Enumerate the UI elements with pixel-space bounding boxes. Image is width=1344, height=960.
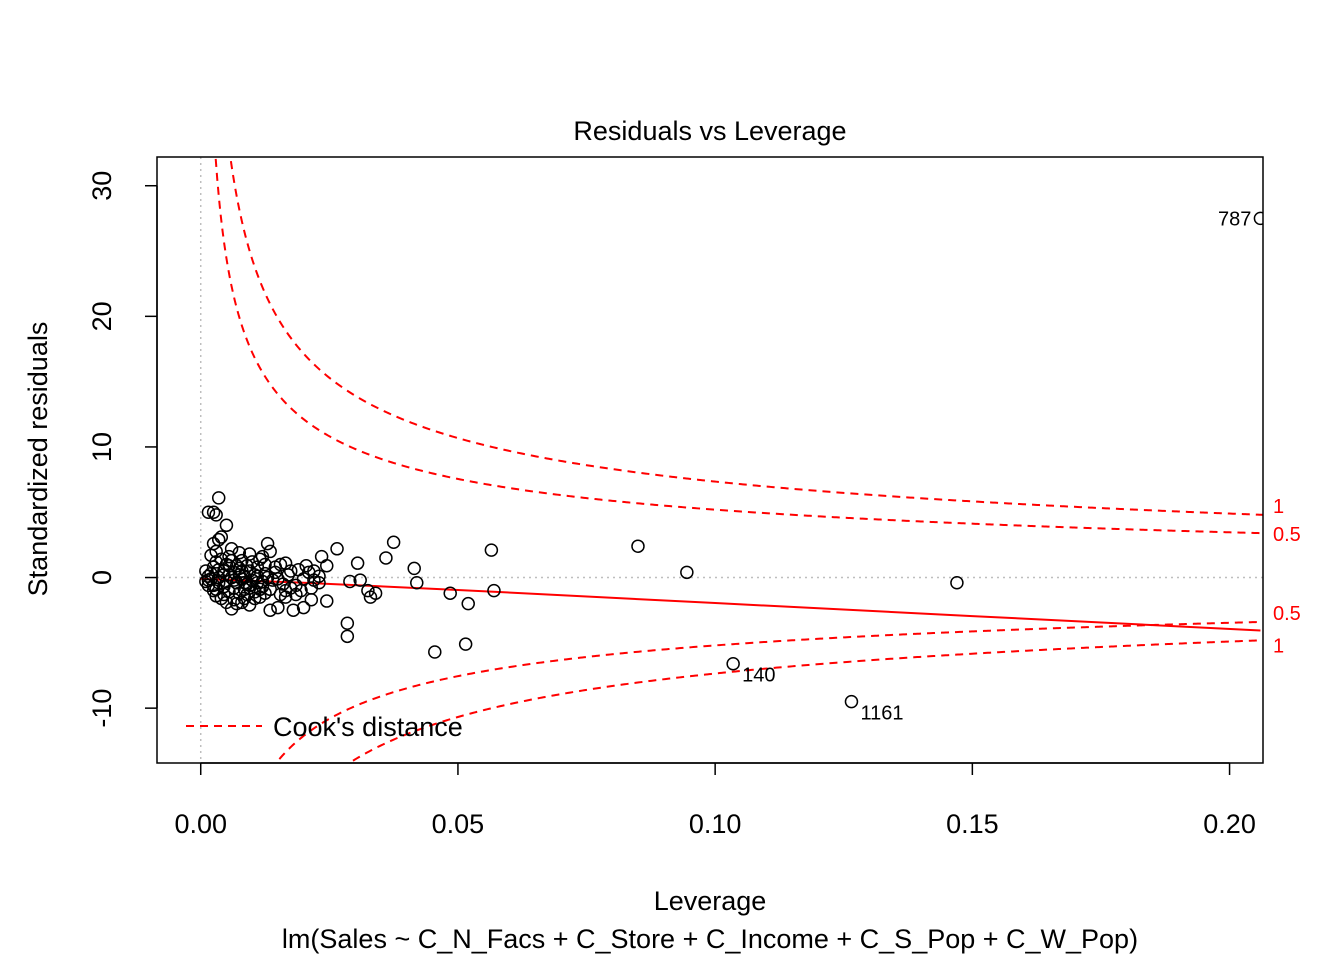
- legend-cooks-distance-label: Cook's distance: [273, 712, 463, 742]
- cooks-level-label-1-upper: 1: [1273, 496, 1284, 518]
- data-point: [458, 637, 473, 651]
- data-point: [201, 505, 216, 519]
- cooks-distance-contour-0-5-lower: [274, 620, 1263, 763]
- data-point: [294, 583, 308, 598]
- data-point: [428, 645, 442, 659]
- data-point: [680, 565, 694, 580]
- data-point: [314, 549, 329, 564]
- data-point: [343, 574, 357, 589]
- data-point: [320, 559, 334, 573]
- x-tick-label: 0.05: [432, 809, 485, 839]
- data-point: [211, 491, 226, 505]
- legend: Cook's distance: [186, 712, 463, 742]
- data-point: [340, 616, 355, 631]
- data-point: [204, 572, 218, 586]
- data-point: [304, 592, 319, 607]
- data-point: [484, 543, 499, 557]
- cooks-level-label-0-5-lower: 0.5: [1273, 603, 1301, 625]
- data-point: [258, 586, 272, 600]
- y-tick-label: 10: [87, 432, 117, 462]
- cooks-level-label-0-5-upper: 0.5: [1273, 524, 1301, 546]
- data-point: [410, 576, 424, 590]
- y-tick-label: 20: [87, 301, 117, 331]
- data-point: [271, 572, 285, 586]
- cooks-level-label-1-lower: 1: [1273, 635, 1284, 657]
- data-point: [950, 576, 964, 590]
- cooks-distance-contour-0-5-upper: [214, 157, 1263, 535]
- x-axis: 0.00 0.05 0.10 0.15 0.20: [174, 762, 1256, 839]
- data-point: [350, 556, 365, 570]
- data-point: [330, 542, 344, 556]
- data-point: [219, 518, 234, 533]
- x-tick-label: 0.00: [174, 809, 227, 839]
- data-point: [726, 656, 740, 671]
- data-point: [299, 559, 313, 573]
- data-point: [340, 629, 355, 644]
- smooth-trend-line: [200, 577, 1261, 632]
- y-axis: -10 0 10 20 30: [87, 171, 158, 728]
- data-point: [263, 603, 277, 617]
- data-point: [461, 596, 475, 611]
- data-point: [227, 592, 241, 607]
- x-tick-label: 0.15: [946, 809, 999, 839]
- data-point: [307, 573, 321, 587]
- data-point: [214, 530, 229, 544]
- data-point: [232, 545, 247, 560]
- data-point: [407, 561, 421, 576]
- data-point: [237, 591, 252, 606]
- y-tick-label: -10: [87, 689, 117, 728]
- data-point: [386, 535, 401, 550]
- data-point: [271, 600, 285, 615]
- x-axis-label: Leverage: [654, 886, 767, 916]
- data-point: [260, 536, 275, 551]
- cooks-distance-contour-1-upper: [229, 157, 1263, 516]
- data-point: [379, 551, 393, 565]
- data-point: [361, 583, 375, 598]
- x-tick-label: 0.20: [1203, 809, 1256, 839]
- data-point: [844, 694, 859, 709]
- data-point: [320, 594, 334, 608]
- data-point: [1253, 211, 1263, 226]
- chart-title: Residuals vs Leverage: [573, 116, 846, 146]
- point-label-787: 787: [1218, 208, 1251, 230]
- y-axis-label: Standardized residuals: [23, 322, 53, 597]
- data-point: [283, 581, 298, 595]
- data-point: [353, 573, 367, 587]
- cooks-distance-contour-1-lower: [347, 639, 1263, 763]
- data-point: [255, 549, 270, 564]
- plot-frame: [156, 156, 1264, 764]
- data-point: [206, 505, 221, 519]
- plot-content: [157, 157, 1263, 763]
- data-point: [235, 595, 249, 610]
- data-point: [242, 581, 257, 595]
- data-point: [250, 560, 265, 574]
- data-point: [283, 564, 298, 578]
- data-point: [443, 586, 457, 600]
- data-point: [209, 508, 223, 522]
- data-point: [487, 583, 501, 598]
- model-formula-subtitle: lm(Sales ~ C_N_Facs + C_Store + C_Income…: [282, 924, 1138, 954]
- y-tick-label: 30: [87, 171, 117, 201]
- data-point: [296, 600, 311, 615]
- y-tick-label: 0: [87, 570, 117, 585]
- data-point: [368, 586, 383, 600]
- x-tick-label: 0.10: [689, 809, 742, 839]
- data-point: [258, 566, 272, 581]
- data-point: [273, 587, 288, 602]
- point-label-140: 140: [742, 665, 775, 687]
- data-point: [286, 603, 301, 617]
- data-point: [258, 557, 272, 572]
- data-point: [260, 570, 275, 585]
- point-label-1161: 1161: [860, 703, 903, 725]
- data-point: [631, 539, 645, 553]
